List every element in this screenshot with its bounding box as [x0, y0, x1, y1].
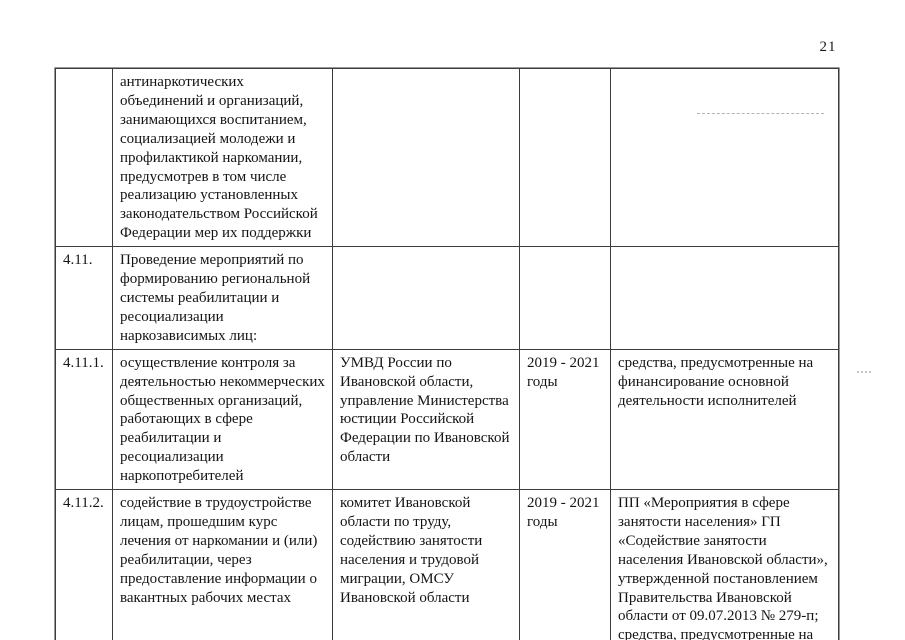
- table-row-4-11-2: 4.11.2. содействие в трудоустройстве лиц…: [55, 489, 839, 640]
- cell-funding: ПП «Мероприятия в сфере занятости населе…: [610, 489, 839, 640]
- table-row-continuation: антинаркотических объединений и организа…: [55, 67, 839, 248]
- cell-executors: УМВД России по Ивановской области, управ…: [332, 348, 520, 491]
- table-row-4-11-1: 4.11.1. осуществление контроля за деятел…: [55, 348, 839, 491]
- cell-item-number: 4.11.: [55, 246, 113, 350]
- cell-executors: [332, 246, 520, 350]
- cell-years: 2019 - 2021 годы: [519, 348, 611, 491]
- cell-item-number: [55, 67, 113, 248]
- cell-activity: содействие в трудоустройстве лицам, прош…: [112, 489, 333, 640]
- scan-artifact-speck: [857, 371, 871, 373]
- scan-artifact-line: [697, 113, 824, 114]
- cell-activity: осуществление контроля за деятельностью …: [112, 348, 333, 491]
- cell-executors: комитет Ивановской области по труду, сод…: [332, 489, 520, 640]
- cell-funding: [610, 67, 839, 248]
- cell-activity: антинаркотических объединений и организа…: [112, 67, 333, 248]
- cell-years: [519, 67, 611, 248]
- cell-item-number: 4.11.2.: [55, 489, 113, 640]
- cell-funding: средства, предусмотренные на финансирова…: [610, 348, 839, 491]
- page-number: 21: [819, 39, 837, 55]
- cell-executors: [332, 67, 520, 248]
- program-activities-table: антинаркотических объединений и организа…: [55, 67, 839, 640]
- cell-item-number: 4.11.1.: [55, 348, 113, 491]
- table-row-4-11: 4.11. Проведение мероприятий по формиров…: [55, 246, 839, 350]
- cell-funding: [610, 246, 839, 350]
- cell-years: 2019 - 2021 годы: [519, 489, 611, 640]
- cell-activity: Проведение мероприятий по формированию р…: [112, 246, 333, 350]
- cell-years: [519, 246, 611, 350]
